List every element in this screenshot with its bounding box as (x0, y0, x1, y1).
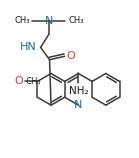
Text: N: N (45, 15, 53, 25)
Text: HN: HN (20, 42, 36, 52)
Text: O: O (66, 51, 75, 61)
Text: N: N (74, 100, 83, 110)
Text: O: O (15, 76, 24, 86)
Text: CH₃: CH₃ (14, 16, 30, 25)
Text: CH₃: CH₃ (24, 77, 40, 86)
Text: NH₂: NH₂ (69, 86, 88, 96)
Text: CH₃: CH₃ (68, 16, 84, 25)
